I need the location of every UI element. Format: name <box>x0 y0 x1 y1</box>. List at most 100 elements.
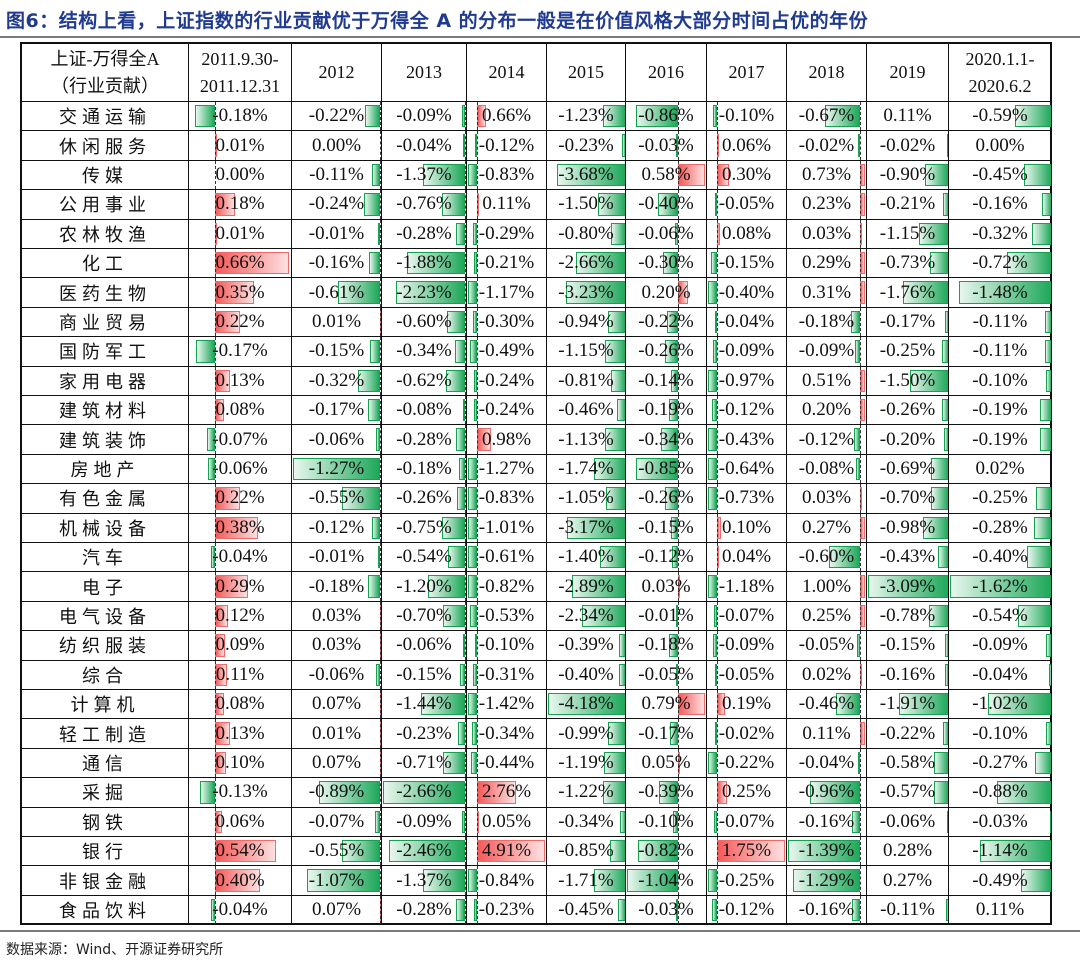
value-cell: 0.22% <box>189 484 292 514</box>
negative-bar <box>470 340 477 363</box>
industry-label: 建筑装饰 <box>22 425 189 455</box>
value-text: -0.22% <box>308 105 365 127</box>
negative-bar <box>293 457 380 481</box>
zero-axis-line <box>678 748 679 778</box>
value-text: -3.68% <box>558 163 614 185</box>
value-text: -0.57% <box>879 781 936 803</box>
value-cell: 0.73% <box>787 160 867 191</box>
negative-bar <box>928 604 948 628</box>
zero-axis-line <box>860 837 861 866</box>
zero-axis-line <box>380 837 381 866</box>
value-cell: 0.01% <box>292 307 382 338</box>
value-text: 0.98% <box>481 428 532 450</box>
zero-axis-line <box>678 307 679 337</box>
negative-bar <box>195 340 215 363</box>
value-cell: -0.15% <box>707 249 787 279</box>
zero-axis-line <box>717 601 718 631</box>
negative-bar <box>441 193 465 216</box>
value-text: -2.23% <box>396 281 452 303</box>
value-text: -0.15% <box>879 634 936 656</box>
value-cell: -0.06% <box>867 807 949 837</box>
value-text: -1.23% <box>558 105 614 127</box>
value-cell: -0.29% <box>467 219 547 249</box>
value-text: -0.88% <box>972 781 1028 803</box>
negative-bar <box>475 134 477 157</box>
value-text: -0.15% <box>638 516 694 538</box>
negative-bar <box>675 222 678 245</box>
negative-bar <box>715 663 717 686</box>
value-text: 0.27% <box>801 516 852 538</box>
value-text: -0.02% <box>718 722 775 744</box>
zero-axis-line <box>717 102 718 131</box>
negative-bar <box>446 310 465 334</box>
zero-axis-line <box>215 631 216 660</box>
industry-label: 纺织服装 <box>22 631 189 661</box>
zero-axis-line <box>465 249 466 278</box>
negative-bar <box>947 810 948 833</box>
value-cell: -0.14% <box>626 366 707 396</box>
value-cell: -0.04% <box>189 895 292 926</box>
industry-label: 医药生物 <box>22 278 189 308</box>
zero-axis-line <box>215 190 216 219</box>
zero-axis-line <box>717 249 718 278</box>
zero-axis-line <box>215 454 216 484</box>
value-cell: 0.19% <box>707 690 787 720</box>
zero-axis-line <box>465 719 466 748</box>
zero-axis-line <box>465 543 466 572</box>
value-text: -0.55% <box>308 840 365 862</box>
value-cell: -3.09% <box>867 572 949 602</box>
value-text: 0.10% <box>721 516 772 538</box>
column-header: 2014 <box>467 44 547 102</box>
zero-axis-line <box>860 484 861 513</box>
value-text: 0.11% <box>215 663 265 685</box>
value-cell: -0.16% <box>867 660 949 690</box>
negative-bar <box>855 340 860 363</box>
value-text: 2.76% <box>481 781 532 803</box>
value-text: -3.09% <box>879 575 936 597</box>
negative-bar <box>668 399 678 422</box>
zero-axis-line <box>380 366 381 395</box>
data-source: 数据来源：Wind、开源证券研究所 <box>6 942 224 958</box>
value-text: -0.11% <box>972 340 1028 362</box>
value-cell: -0.24% <box>467 396 547 426</box>
value-text: -0.11% <box>309 163 364 185</box>
negative-bar <box>937 546 948 569</box>
negative-bar <box>1018 604 1051 628</box>
value-text: 0.08% <box>215 693 265 715</box>
negative-bar <box>319 781 380 804</box>
value-text: -0.46% <box>798 693 855 715</box>
negative-bar <box>621 134 625 157</box>
value-text: -0.15% <box>396 663 452 685</box>
value-text: -0.08% <box>798 457 855 479</box>
negative-bar <box>676 604 678 628</box>
negative-bar <box>637 840 678 863</box>
value-cell: -0.83% <box>467 484 547 514</box>
value-cell: -0.71% <box>382 748 467 779</box>
value-text: -0.04% <box>798 751 855 773</box>
value-cell: -0.49% <box>949 866 1052 896</box>
value-text: -2.89% <box>558 575 614 597</box>
value-text: -0.62% <box>396 369 452 391</box>
value-text: 0.11% <box>482 193 531 215</box>
value-text: 0.02% <box>801 663 852 685</box>
zero-axis-line <box>678 719 679 748</box>
negative-bar <box>200 781 215 804</box>
industry-label: 电子 <box>22 572 189 602</box>
value-cell: 0.27% <box>787 513 867 543</box>
value-cell: -0.18% <box>382 454 467 485</box>
negative-bar <box>712 399 717 422</box>
negative-bar <box>670 516 678 539</box>
value-text: -1.14% <box>972 840 1028 862</box>
negative-bar <box>548 693 625 716</box>
value-text: -0.80% <box>558 222 614 244</box>
negative-bar <box>713 340 717 363</box>
negative-bar <box>599 546 625 569</box>
value-text: -0.05% <box>638 663 694 685</box>
zero-axis-line <box>717 778 718 807</box>
negative-bar <box>457 722 465 745</box>
negative-bar <box>474 252 477 275</box>
value-text: -0.23% <box>478 898 535 920</box>
negative-bar <box>603 105 625 128</box>
value-cell: -0.23% <box>382 719 467 749</box>
value-cell: -0.40% <box>707 278 787 308</box>
